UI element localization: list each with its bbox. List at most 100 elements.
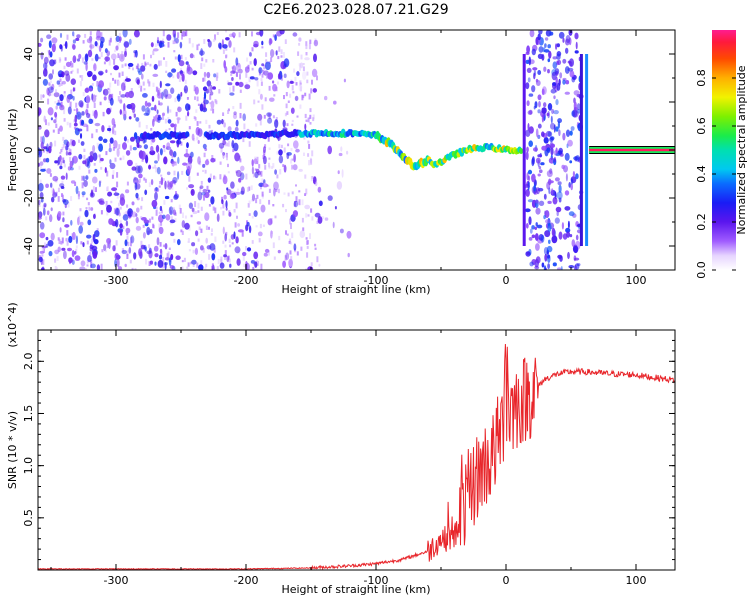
noise-mark (539, 169, 543, 173)
noise-mark (298, 199, 301, 206)
noise-mark (173, 194, 179, 200)
noise-mark (168, 128, 171, 131)
noise-mark (307, 266, 314, 270)
noise-mark (185, 61, 189, 65)
noise-mark (546, 254, 551, 259)
noise-mark (250, 185, 253, 190)
noise-mark (251, 31, 253, 37)
noise-mark (87, 255, 92, 263)
noise-mark (256, 259, 259, 265)
noise-mark (119, 99, 123, 104)
noise-mark (544, 37, 549, 41)
noise-mark (226, 154, 228, 161)
noise-mark (559, 72, 563, 79)
noise-mark (308, 43, 311, 50)
noise-mark (181, 260, 184, 263)
noise-mark (526, 67, 532, 73)
noise-mark (142, 93, 148, 98)
noise-mark (527, 169, 533, 175)
noise-mark (205, 237, 208, 244)
noise-mark (538, 101, 541, 108)
noise-mark (89, 41, 92, 48)
noise-mark (223, 254, 228, 258)
noise-mark (66, 121, 69, 126)
noise-mark (60, 82, 63, 86)
noise-mark (51, 83, 55, 90)
noise-mark (538, 46, 544, 53)
noise-mark (63, 165, 66, 168)
noise-mark (528, 140, 533, 147)
noise-mark (90, 263, 96, 269)
noise-mark (158, 223, 161, 230)
noise-mark (227, 108, 230, 112)
noise-mark (550, 122, 555, 130)
noise-mark (252, 266, 255, 270)
noise-mark (123, 79, 126, 86)
noise-mark (148, 81, 151, 87)
noise-mark (47, 107, 54, 116)
noise-mark (266, 112, 272, 117)
noise-mark (286, 111, 289, 115)
noise-mark (162, 30, 165, 37)
noise-mark (569, 160, 573, 164)
noise-mark (95, 35, 102, 41)
noise-mark (165, 129, 168, 133)
snr-plot-area (38, 343, 675, 570)
noise-mark (232, 106, 235, 110)
noise-mark (60, 175, 66, 180)
noise-mark (280, 144, 283, 148)
noise-mark (156, 36, 160, 43)
colorbar-tick-label: 0.4 (695, 165, 708, 183)
noise-mark (305, 41, 308, 46)
x-tick-label: -200 (234, 274, 259, 287)
noise-mark (245, 72, 248, 78)
noise-mark (164, 118, 167, 124)
noise-mark (86, 70, 93, 77)
noise-mark (92, 152, 98, 161)
noise-mark (205, 225, 208, 230)
noise-mark (61, 237, 64, 244)
noise-mark (89, 31, 92, 36)
noise-mark (183, 85, 188, 94)
noise-mark (547, 131, 553, 138)
noise-mark (158, 100, 160, 106)
noise-mark (43, 207, 46, 216)
noise-mark (69, 157, 72, 162)
noise-mark (537, 123, 542, 129)
noise-mark (79, 75, 82, 78)
noise-mark (167, 117, 170, 120)
noise-mark (528, 126, 534, 134)
noise-mark (99, 101, 102, 106)
noise-mark (291, 158, 294, 161)
noise-mark (561, 164, 565, 170)
noise-mark (63, 118, 66, 122)
noise-mark (546, 245, 553, 253)
noise-mark (191, 43, 194, 48)
noise-mark (297, 201, 300, 205)
noise-mark (120, 94, 127, 98)
noise-mark (210, 196, 215, 205)
noise-mark (556, 82, 561, 91)
noise-mark (150, 128, 153, 131)
noise-mark (207, 189, 211, 193)
noise-mark (206, 80, 212, 87)
noise-mark (529, 109, 533, 115)
noise-mark (262, 224, 265, 227)
noise-mark (223, 194, 227, 200)
noise-mark (178, 204, 181, 209)
noise-mark (59, 78, 62, 83)
noise-mark (540, 234, 545, 243)
noise-mark (158, 211, 161, 215)
noise-mark (532, 67, 538, 71)
noise-mark (346, 230, 352, 239)
noise-mark (48, 145, 52, 154)
noise-mark (140, 205, 143, 210)
noise-mark (95, 94, 98, 97)
noise-mark (85, 95, 91, 104)
noise-mark (540, 162, 545, 166)
noise-mark (283, 95, 285, 100)
noise-mark (273, 256, 276, 260)
noise-mark (125, 220, 129, 227)
noise-mark (76, 68, 79, 74)
noise-mark (173, 50, 176, 53)
